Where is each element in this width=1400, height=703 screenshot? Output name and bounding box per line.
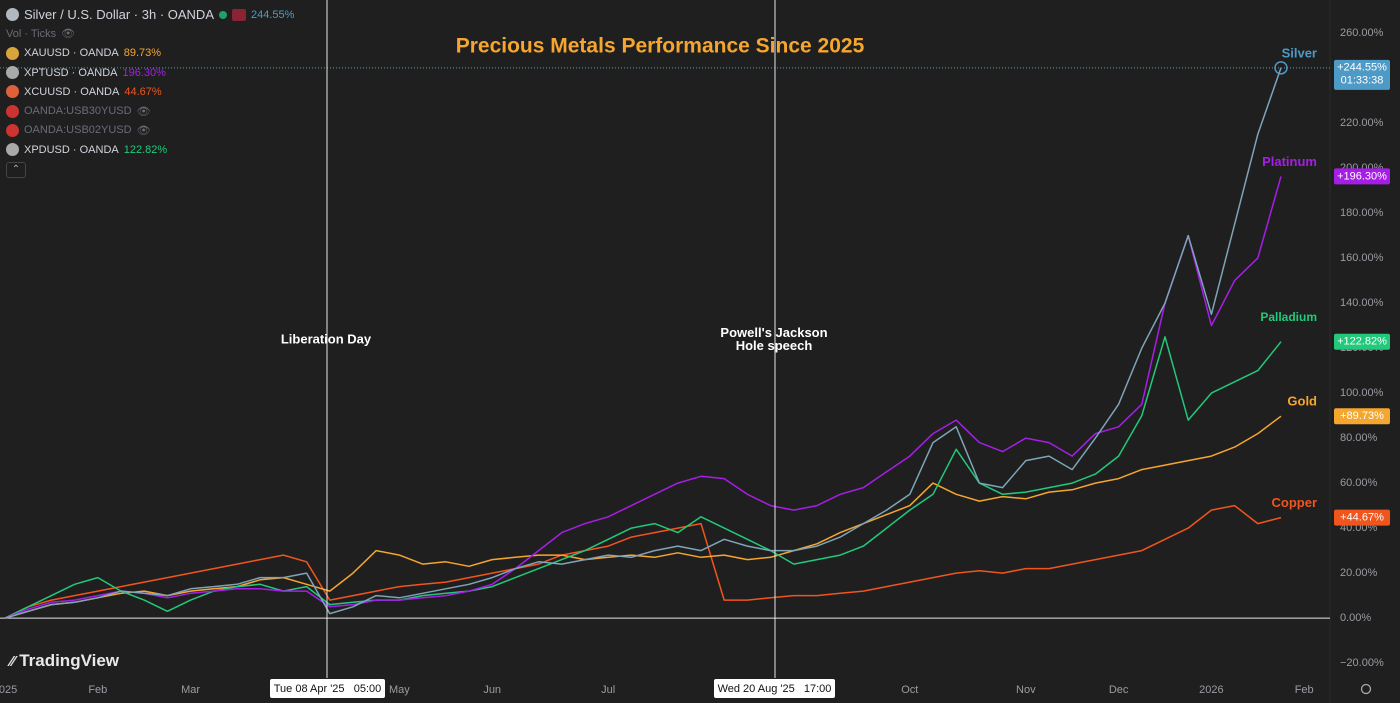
x-tick-label: 2026 xyxy=(1199,684,1223,696)
series-line xyxy=(4,176,1282,619)
crosshair-date-label: Tue 08 Apr '25 05:00 xyxy=(274,683,382,695)
crosshair-date-label: Wed 20 Aug '25 17:00 xyxy=(718,683,832,695)
x-tick-label: Jul xyxy=(601,684,615,696)
chart-title: Precious Metals Performance Since 2025 xyxy=(456,35,865,58)
y-tick-label: 180.00% xyxy=(1340,207,1384,219)
legend-value: 122.82% xyxy=(123,143,168,156)
legend-symbol: XAUUSD · OANDA xyxy=(24,47,119,60)
watermark: ⁄⁄ TradingView xyxy=(7,651,120,670)
settings-icon[interactable] xyxy=(1360,683,1372,695)
legend-icon xyxy=(6,143,19,157)
x-tick-label: May xyxy=(389,684,410,696)
legend-symbol: XPDUSD · OANDA xyxy=(24,143,119,156)
hidden-icon[interactable]: 👁 xyxy=(136,105,151,118)
y-tick-label: 160.00% xyxy=(1340,252,1384,264)
value-box-label: +122.82% xyxy=(1337,336,1387,348)
watermark-text: ⁄⁄ TradingView xyxy=(7,651,120,670)
series-line xyxy=(4,67,1282,619)
legend-vol-text: Vol · Ticks xyxy=(6,27,57,40)
y-tick-label: 60.00% xyxy=(1340,477,1378,489)
x-axis-bar xyxy=(0,678,1400,703)
y-tick-label: 20.00% xyxy=(1340,567,1378,579)
y-tick-label: 80.00% xyxy=(1340,432,1378,444)
annotation-text: Hole speech xyxy=(736,338,813,353)
y-tick-label: 220.00% xyxy=(1340,117,1384,129)
legend-vol: Vol · Ticks 👁 xyxy=(6,27,76,41)
y-tick-label: −20.00% xyxy=(1340,657,1384,669)
value-box-label: +89.73% xyxy=(1340,410,1384,422)
legend-icon xyxy=(6,85,19,99)
value-box xyxy=(1334,509,1390,526)
legend-icon xyxy=(6,104,19,118)
legend: Silver / U.S. Dollar · 3h · OANDA 244.55… xyxy=(6,5,294,179)
y-tick-label: 100.00% xyxy=(1340,387,1384,399)
x-tick-label: Feb xyxy=(1295,684,1314,696)
value-box xyxy=(1334,168,1390,185)
y-tick-label: 0.00% xyxy=(1340,612,1371,624)
series-line xyxy=(4,415,1282,619)
y-tick-label: 140.00% xyxy=(1340,297,1384,309)
legend-row[interactable]: XPDUSD · OANDA 122.82% xyxy=(6,140,294,159)
crosshair-date-box xyxy=(270,679,385,698)
legend-icon xyxy=(6,123,19,137)
series-line xyxy=(4,504,1282,619)
series-name: Platinum xyxy=(1262,154,1317,169)
y-tick-label: 260.00% xyxy=(1340,27,1384,39)
crosshair-date-box xyxy=(714,679,835,698)
legend-header-value: 244.55% xyxy=(251,8,295,21)
legend-row[interactable]: OANDA:USB02YUSD 👁 xyxy=(6,121,294,140)
x-tick-label: 2025 xyxy=(0,684,17,696)
legend-value: 89.73% xyxy=(123,47,162,60)
legend-value: 196.30% xyxy=(122,66,166,79)
legend-symbol: OANDA:USB02YUSD xyxy=(24,124,132,137)
value-box-label: +44.67% xyxy=(1340,511,1384,523)
watermark-label: TradingView xyxy=(19,651,120,670)
annotation-text: Powell's Jackson xyxy=(720,325,827,340)
value-box xyxy=(1334,333,1390,350)
legend-row[interactable]: XPTUSD · OANDA 196.30% xyxy=(6,63,294,82)
x-tick-label: Nov xyxy=(1016,684,1036,696)
series-name: Gold xyxy=(1287,394,1317,409)
legend-header: Silver / U.S. Dollar · 3h · OANDA 244.55… xyxy=(6,5,294,24)
legend-header-text: Silver / U.S. Dollar · 3h · OANDA xyxy=(24,7,214,23)
annotation-text: Liberation Day xyxy=(281,331,372,346)
legend-rows: XAUUSD · OANDA 89.73% XPTUSD · OANDA 196.30… xyxy=(6,44,294,160)
x-tick-label: Mar xyxy=(181,684,200,696)
legend-symbol: XCUUSD · OANDA xyxy=(24,85,120,98)
legend-row[interactable]: XCUUSD · OANDA 44.67% xyxy=(6,82,294,101)
legend-symbol: OANDA:USB30YUSD xyxy=(24,105,132,118)
hidden-icon[interactable]: 👁 xyxy=(136,124,151,137)
legend-icon xyxy=(6,46,19,60)
series-name: Palladium xyxy=(1260,310,1317,324)
value-box-label: +244.55% xyxy=(1337,62,1387,74)
x-tick-label: Jun xyxy=(483,684,501,696)
x-tick-label: Feb xyxy=(88,684,107,696)
legend-row[interactable]: XAUUSD · OANDA 89.73% xyxy=(6,44,294,63)
legend-value: 44.67% xyxy=(124,85,162,98)
legend-symbol: XPTUSD · OANDA xyxy=(24,66,118,79)
value-box xyxy=(1334,59,1390,90)
last-point xyxy=(1274,61,1288,75)
legend-collapse[interactable]: ⌃ xyxy=(6,162,26,179)
x-tick-label: Dec xyxy=(1109,684,1129,696)
legend-icon xyxy=(6,66,19,80)
value-box xyxy=(1334,408,1390,425)
value-box-label: +196.30% xyxy=(1337,170,1387,182)
series-line xyxy=(4,336,1282,619)
countdown: 01:33:38 xyxy=(1341,75,1384,87)
series-name: Silver xyxy=(1282,45,1317,60)
x-tick-label: Oct xyxy=(901,684,918,696)
series-name: Copper xyxy=(1272,495,1318,510)
legend-row[interactable]: OANDA:USB30YUSD 👁 xyxy=(6,101,294,120)
